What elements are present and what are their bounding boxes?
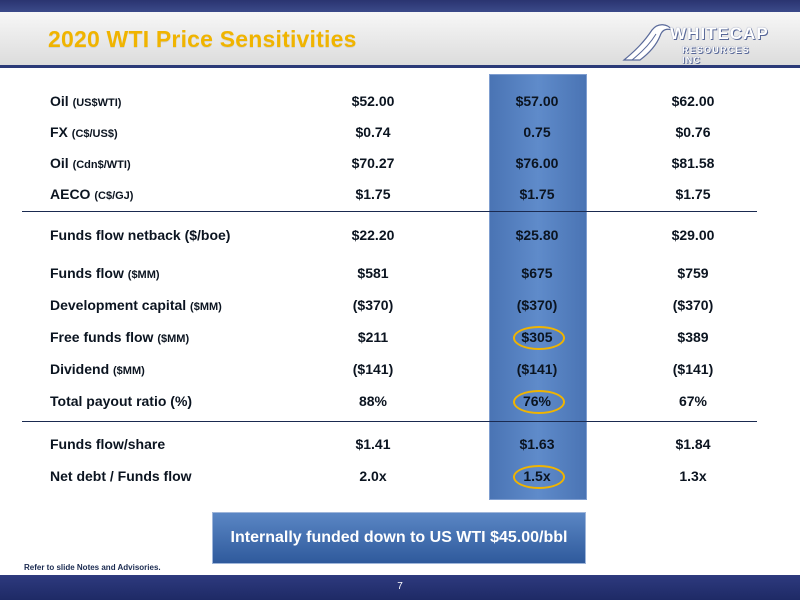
low-case-value: ($370) (352, 297, 394, 313)
base-case-highlight-column (489, 74, 587, 500)
row-label: Total payout ratio (%) (50, 393, 193, 409)
row-label: AECO (C$/GJ) (50, 186, 134, 202)
low-case-value: $211 (357, 329, 389, 345)
base-case-value: 0.75 (523, 124, 551, 140)
row-label: Development capital ($MM) (50, 297, 222, 313)
row-label: Funds flow netback ($/boe) (50, 227, 231, 243)
row-label: Oil (Cdn$/WTI) (50, 155, 131, 171)
table-row-funds-flow: Funds flow ($MM) $581 $675 $759 (0, 261, 800, 285)
top-strip (0, 0, 800, 12)
table-row-fx: FX (C$/US$) $0.74 0.75 $0.76 (0, 120, 800, 144)
low-case-value: 2.0x (359, 468, 387, 484)
logo-name: WHITECAP (670, 24, 769, 43)
high-case-value: ($141) (672, 361, 714, 377)
row-label: Funds flow ($MM) (50, 265, 160, 281)
low-case-value: $1.41 (355, 436, 391, 452)
low-case-value: $1.75 (355, 186, 391, 202)
table-row-oil-cdnwti: Oil (Cdn$/WTI) $70.27 $76.00 $81.58 (0, 151, 800, 175)
high-case-value: $29.00 (671, 227, 715, 243)
low-case-value: $0.74 (355, 124, 391, 140)
high-case-value: $1.84 (675, 436, 711, 452)
base-case-value: $57.00 (515, 93, 559, 109)
row-label: Funds flow/share (50, 436, 166, 452)
table-row-oil-uswti: Oil (US$WTI) $52.00 $57.00 $62.00 (0, 89, 800, 113)
high-case-value: 1.3x (679, 468, 707, 484)
base-case-value: $25.80 (515, 227, 559, 243)
slide-header: 2020 WTI Price Sensitivities WHITECAP RE… (0, 12, 800, 68)
row-label: Dividend ($MM) (50, 361, 145, 377)
base-case-value: ($370) (516, 297, 558, 313)
table-row-net-debt-funds-flow: Net debt / Funds flow 2.0x 1.5x 1.3x (0, 464, 800, 488)
section-divider (22, 421, 757, 422)
high-case-value: $0.76 (675, 124, 711, 140)
row-label: Oil (US$WTI) (50, 93, 122, 109)
table-row-aeco: AECO (C$/GJ) $1.75 $1.75 $1.75 (0, 182, 800, 206)
table-row-funds-flow-per-share: Funds flow/share $1.41 $1.63 $1.84 (0, 432, 800, 456)
high-case-value: $759 (677, 265, 709, 281)
payout-ratio-highlight-ring (513, 390, 565, 414)
low-case-value: $581 (357, 265, 389, 281)
low-case-value: $22.20 (351, 227, 395, 243)
base-case-value: $675 (521, 265, 553, 281)
free-funds-flow-highlight-ring (513, 326, 565, 350)
page-number: 7 (397, 581, 403, 592)
row-label: Free funds flow ($MM) (50, 329, 190, 345)
row-label: FX (C$/US$) (50, 124, 118, 140)
base-case-value: ($141) (516, 361, 558, 377)
slide-notes-reference: Refer to slide Notes and Advisories. (24, 563, 161, 572)
high-case-value: $389 (677, 329, 709, 345)
high-case-value: $62.00 (671, 93, 715, 109)
funding-callout-box: Internally funded down to US WTI $45.00/… (212, 512, 586, 564)
low-case-value: $52.00 (351, 93, 395, 109)
slide-footer: 7 (0, 575, 800, 600)
section-divider (22, 211, 757, 212)
low-case-value: 88% (358, 393, 388, 409)
slide-title: 2020 WTI Price Sensitivities (48, 26, 357, 52)
table-row-funds-flow-netback: Funds flow netback ($/boe) $22.20 $25.80… (0, 223, 800, 247)
low-case-value: ($141) (352, 361, 394, 377)
high-case-value: 67% (678, 393, 708, 409)
company-logo: WHITECAP RESOURCES INC (622, 18, 772, 66)
high-case-value: ($370) (672, 297, 714, 313)
base-case-value: $1.63 (519, 436, 555, 452)
net-debt-highlight-ring (513, 465, 565, 489)
table-row-development-capital: Development capital ($MM) ($370) ($370) … (0, 293, 800, 317)
high-case-value: $81.58 (671, 155, 715, 171)
table-row-total-payout-ratio: Total payout ratio (%) 88% 76% 67% (0, 389, 800, 413)
low-case-value: $70.27 (351, 155, 395, 171)
logo-subtitle: RESOURCES INC (682, 45, 750, 65)
high-case-value: $1.75 (675, 186, 711, 202)
wave-logo-icon (622, 24, 674, 61)
table-row-dividend: Dividend ($MM) ($141) ($141) ($141) (0, 357, 800, 381)
row-label: Net debt / Funds flow (50, 468, 192, 484)
table-row-free-funds-flow: Free funds flow ($MM) $211 $305 $389 (0, 325, 800, 349)
base-case-value: $1.75 (519, 186, 555, 202)
base-case-value: $76.00 (515, 155, 559, 171)
